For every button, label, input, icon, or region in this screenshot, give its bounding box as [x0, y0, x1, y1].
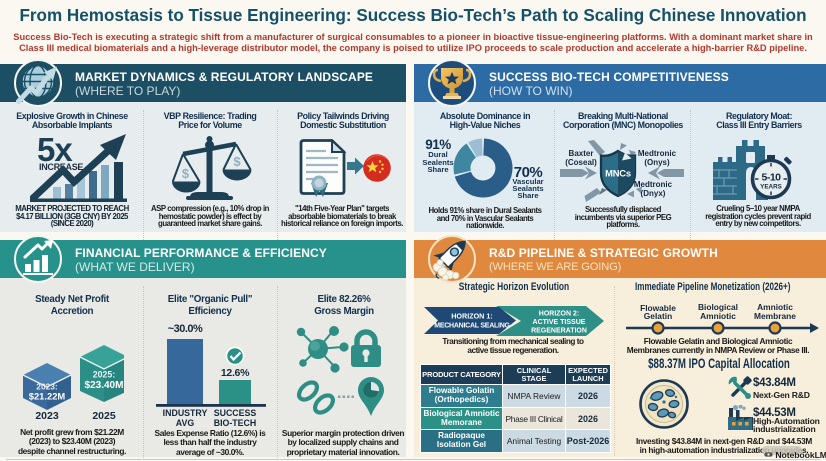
svg-text:2025:: 2025: [93, 370, 116, 380]
svg-text:2023:: 2023: [36, 382, 57, 392]
svg-text:BIO-TECH: BIO-TECH [214, 418, 257, 428]
svg-text:MECHANICAL SEALING: MECHANICAL SEALING [434, 323, 510, 330]
svg-text:HORIZON 1:: HORIZON 1: [451, 312, 493, 321]
svg-text:$: $ [182, 166, 190, 181]
svg-text:MNCs: MNCs [605, 168, 631, 179]
svg-text:REGENERATION: REGENERATION [531, 328, 587, 335]
svg-text:5-10: 5-10 [761, 172, 781, 184]
svg-text:$: $ [233, 154, 241, 169]
svg-text:ACTIVE TISSUE: ACTIVE TISSUE [533, 319, 586, 326]
svg-text:HORIZON 2:: HORIZON 2: [539, 311, 579, 318]
svg-text:$23.40M: $23.40M [85, 380, 124, 391]
svg-text:$21.22M: $21.22M [29, 391, 66, 402]
svg-text:INDUSTRY: INDUSTRY [163, 408, 208, 418]
svg-text:SUCCESS: SUCCESS [214, 408, 257, 418]
svg-text:YEARS: YEARS [760, 184, 782, 191]
svg-text:AVG: AVG [176, 418, 195, 428]
